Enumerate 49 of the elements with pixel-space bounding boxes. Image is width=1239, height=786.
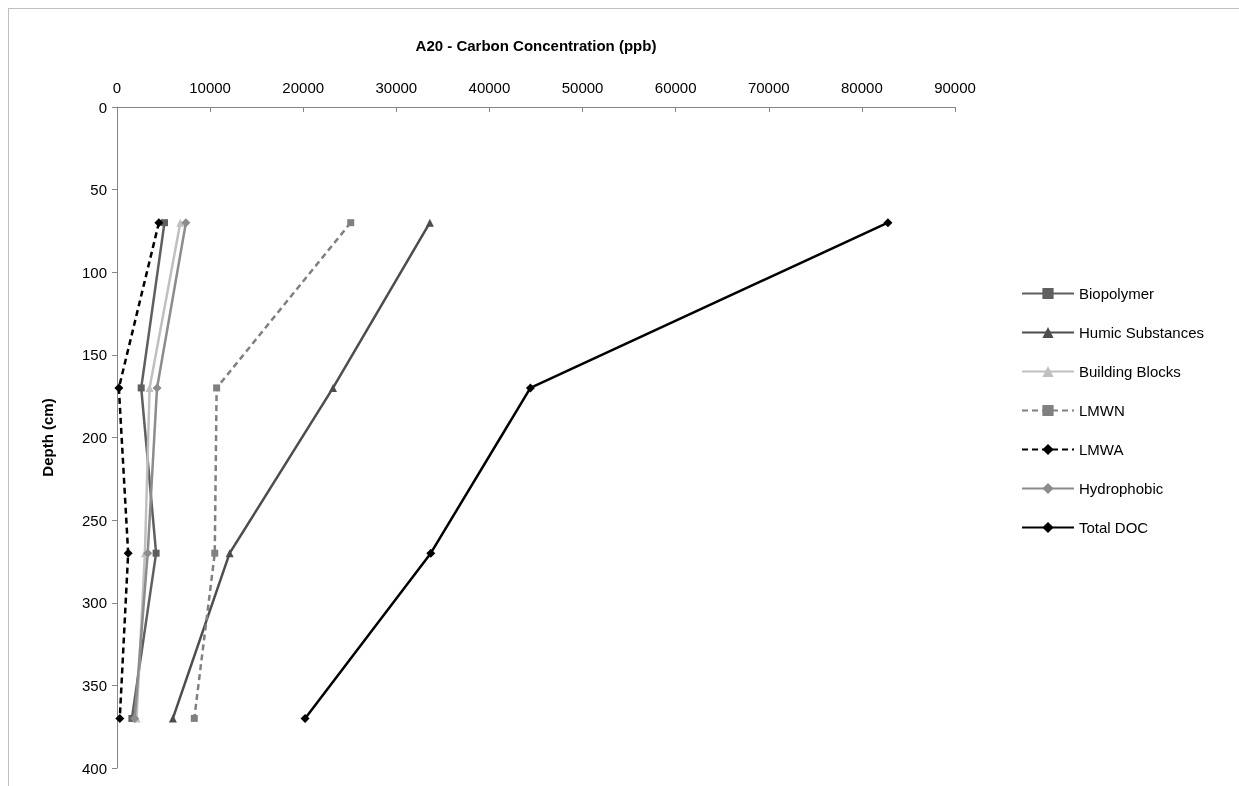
- point: [300, 713, 310, 723]
- x-tick-label: 90000: [934, 79, 976, 96]
- point: [329, 383, 338, 392]
- y-tick-label: 200: [81, 429, 107, 446]
- point: [143, 548, 153, 558]
- x-tick-label: 60000: [654, 79, 697, 96]
- y-tick-label: 150: [81, 346, 107, 364]
- x-tick-label: 40000: [468, 79, 511, 96]
- legend-label: Humic Substances: [1079, 324, 1205, 341]
- legend-label: LMWA: [1079, 441, 1124, 458]
- point: [347, 219, 355, 227]
- x-tick-label: 50000: [561, 79, 604, 96]
- point: [152, 383, 162, 393]
- x-tick-label: 30000: [375, 79, 418, 96]
- point: [426, 548, 436, 558]
- point: [115, 713, 125, 723]
- x-axis-title: A20 - Carbon Concentration (ppb): [415, 37, 657, 54]
- point: [883, 218, 893, 228]
- y-tick-label: 300: [81, 594, 107, 612]
- y-axis-title: Depth (cm): [39, 398, 56, 477]
- legend-label: Hydrophobic: [1079, 480, 1164, 497]
- legend-label: LMWN: [1079, 402, 1125, 419]
- point: [154, 218, 164, 228]
- point: [137, 384, 145, 392]
- legend-label: Biopolymer: [1079, 285, 1155, 302]
- point: [525, 383, 535, 393]
- y-tick-label: 100: [81, 263, 107, 281]
- legend-label: Total DOC: [1079, 519, 1149, 536]
- point: [114, 383, 124, 393]
- x-tick-label: 20000: [282, 79, 325, 96]
- point: [211, 549, 219, 557]
- y-tick-label: 250: [81, 511, 107, 529]
- y-tick-label: 0: [98, 98, 107, 116]
- legend-label: Building Blocks: [1079, 363, 1181, 380]
- point: [190, 714, 198, 722]
- point: [152, 549, 160, 557]
- x-tick-label: 80000: [841, 79, 883, 96]
- point: [425, 218, 434, 227]
- x-tick-label: 70000: [747, 79, 790, 96]
- y-tick-label: 350: [81, 676, 107, 694]
- point: [123, 548, 133, 558]
- point: [176, 218, 185, 227]
- x-tick-label: 10000: [189, 79, 231, 96]
- y-tick-label: 400: [81, 759, 107, 777]
- y-tick-label: 50: [90, 181, 107, 199]
- x-tick-label: 0: [112, 79, 122, 96]
- point: [213, 384, 221, 392]
- point: [225, 549, 234, 558]
- point: [181, 218, 191, 228]
